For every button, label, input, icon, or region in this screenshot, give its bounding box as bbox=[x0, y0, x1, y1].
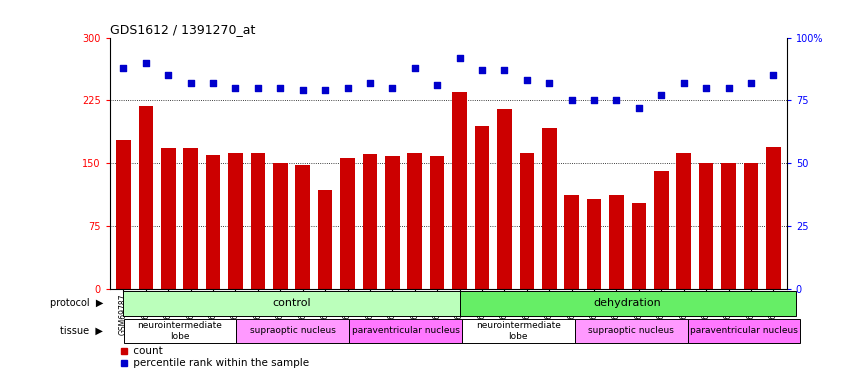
Bar bbox=[688, 318, 800, 344]
Point bbox=[700, 85, 713, 91]
Bar bbox=[587, 199, 602, 290]
Bar bbox=[363, 154, 377, 290]
Bar bbox=[632, 203, 646, 290]
Point bbox=[273, 85, 287, 91]
Bar bbox=[609, 195, 624, 290]
Text: supraoptic nucleus: supraoptic nucleus bbox=[588, 327, 674, 336]
Bar bbox=[430, 156, 444, 290]
Point bbox=[139, 60, 152, 66]
Bar bbox=[236, 318, 349, 344]
Point bbox=[722, 85, 735, 91]
Bar bbox=[184, 148, 198, 290]
Bar bbox=[206, 155, 220, 290]
Point bbox=[184, 80, 197, 86]
Text: paraventricular nucleus: paraventricular nucleus bbox=[690, 327, 798, 336]
Text: count: count bbox=[130, 346, 163, 356]
Bar bbox=[161, 148, 175, 290]
Bar bbox=[453, 92, 467, 290]
Bar bbox=[744, 163, 758, 290]
Point bbox=[744, 80, 758, 86]
Point bbox=[228, 85, 242, 91]
Bar bbox=[295, 165, 310, 290]
Bar bbox=[124, 291, 459, 316]
Point bbox=[386, 85, 399, 91]
Point bbox=[632, 105, 645, 111]
Bar bbox=[318, 190, 332, 290]
Bar bbox=[574, 318, 688, 344]
Bar bbox=[497, 109, 512, 290]
Point bbox=[117, 65, 130, 71]
Bar bbox=[699, 163, 713, 290]
Point bbox=[296, 87, 310, 93]
Bar bbox=[349, 318, 462, 344]
Point bbox=[206, 80, 220, 86]
Bar bbox=[273, 164, 288, 290]
Bar bbox=[564, 195, 579, 290]
Text: percentile rank within the sample: percentile rank within the sample bbox=[130, 358, 310, 368]
Point bbox=[251, 85, 265, 91]
Point bbox=[363, 80, 376, 86]
Point bbox=[408, 65, 421, 71]
Bar bbox=[519, 153, 534, 290]
Bar bbox=[654, 171, 668, 290]
Point bbox=[766, 72, 780, 78]
Bar bbox=[766, 147, 781, 290]
Point bbox=[497, 67, 511, 73]
Text: paraventricular nucleus: paraventricular nucleus bbox=[352, 327, 459, 336]
Point bbox=[162, 72, 175, 78]
Point bbox=[565, 98, 579, 104]
Bar bbox=[124, 318, 236, 344]
Point bbox=[542, 80, 556, 86]
Bar bbox=[250, 153, 265, 290]
Bar bbox=[475, 126, 489, 290]
Text: GDS1612 / 1391270_at: GDS1612 / 1391270_at bbox=[110, 23, 255, 36]
Point bbox=[520, 77, 534, 83]
Bar bbox=[459, 291, 796, 316]
Bar bbox=[340, 158, 354, 290]
Point bbox=[610, 98, 624, 104]
Point bbox=[475, 67, 489, 73]
Bar bbox=[228, 153, 243, 290]
Point bbox=[677, 80, 690, 86]
Point bbox=[341, 85, 354, 91]
Bar bbox=[462, 318, 574, 344]
Bar bbox=[677, 153, 691, 290]
Text: dehydration: dehydration bbox=[594, 298, 662, 308]
Point bbox=[453, 55, 466, 61]
Bar bbox=[116, 140, 131, 290]
Point bbox=[587, 98, 601, 104]
Bar bbox=[542, 128, 557, 290]
Text: neurointermediate
lobe: neurointermediate lobe bbox=[138, 321, 222, 340]
Text: protocol  ▶: protocol ▶ bbox=[50, 298, 103, 308]
Text: neurointermediate
lobe: neurointermediate lobe bbox=[476, 321, 561, 340]
Text: tissue  ▶: tissue ▶ bbox=[60, 326, 103, 336]
Bar bbox=[139, 106, 153, 290]
Text: control: control bbox=[272, 298, 310, 308]
Point bbox=[655, 93, 668, 99]
Bar bbox=[722, 164, 736, 290]
Bar bbox=[385, 156, 399, 290]
Bar bbox=[408, 153, 422, 290]
Text: supraoptic nucleus: supraoptic nucleus bbox=[250, 327, 336, 336]
Point bbox=[431, 82, 444, 88]
Point bbox=[318, 87, 332, 93]
